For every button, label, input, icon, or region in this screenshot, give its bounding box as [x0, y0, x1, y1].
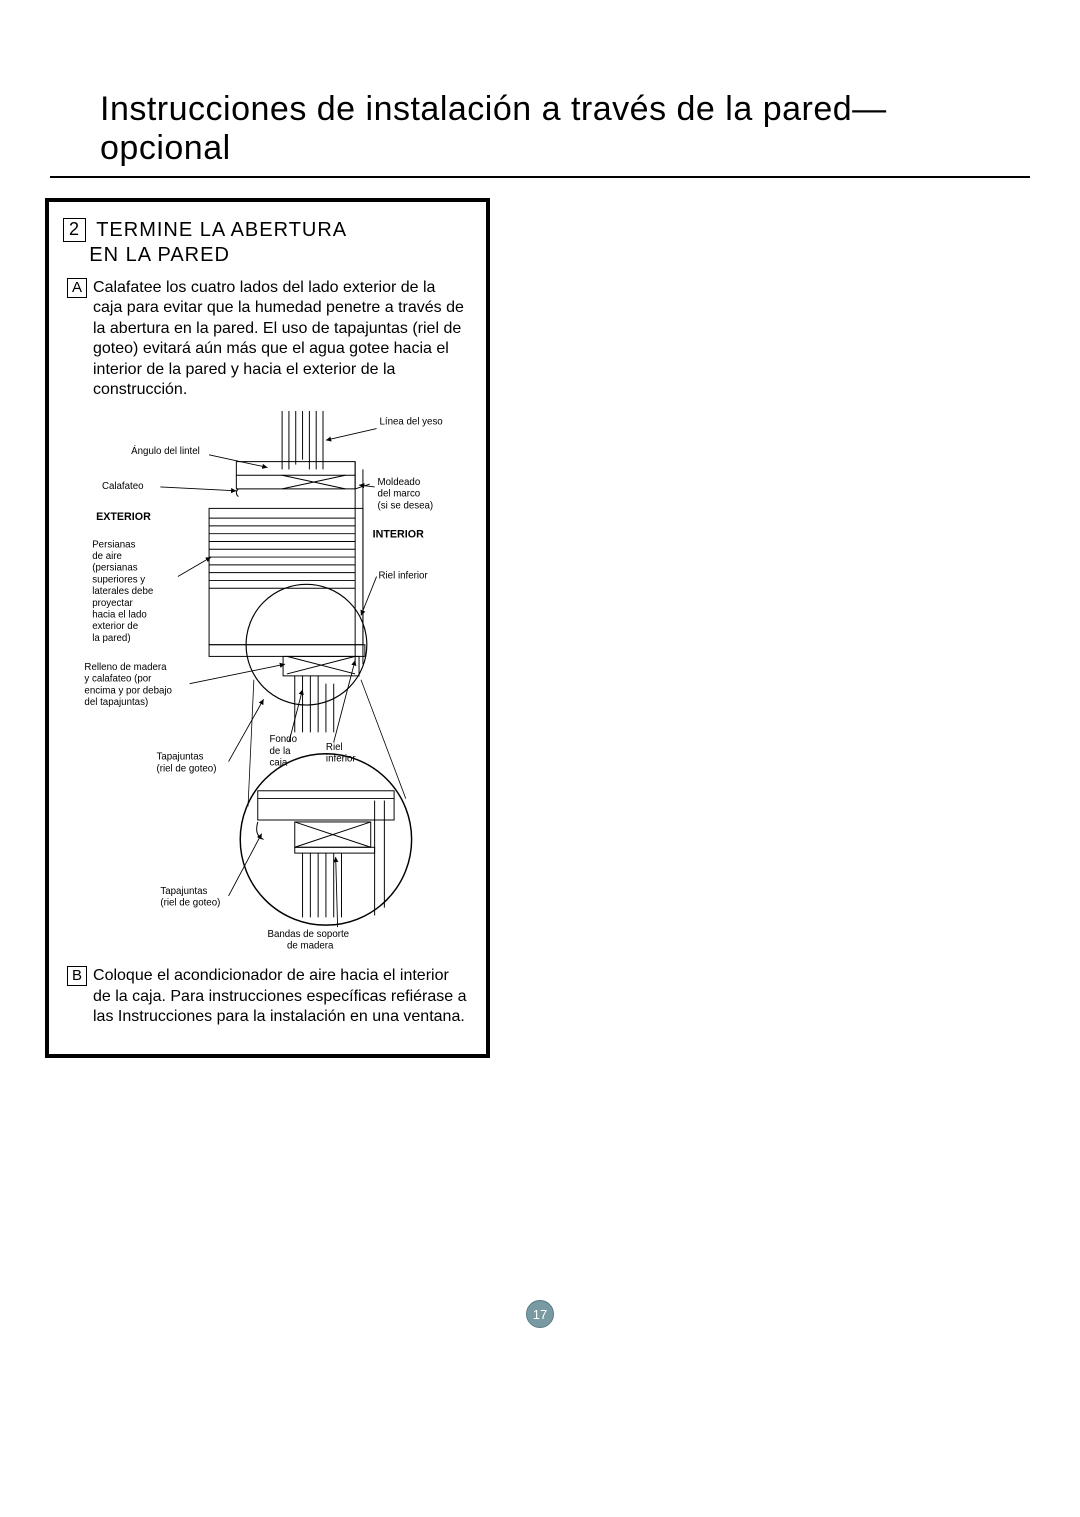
label-linea-yeso: Línea del yeso: [379, 416, 442, 427]
label-fondo-2: de la: [269, 746, 291, 757]
diagram-container: Línea del yeso Ángulo del lintel Calafat…: [63, 411, 472, 956]
label-riel-inferior: Riel inferior: [379, 570, 429, 581]
section-heading: 2 TERMINE LA ABERTURA EN LA PARED: [63, 218, 472, 268]
label-persianas-7: hacia el lado: [92, 609, 147, 620]
page-number-badge: 17: [526, 1300, 554, 1328]
label-persianas-1: Persianas: [92, 539, 135, 550]
item-a-letter: A: [67, 278, 87, 298]
document-page: Instrucciones de instalación a través de…: [0, 0, 1080, 1517]
label-fondo-3: caja: [269, 757, 287, 768]
label-moldeado-3: (si se desea): [378, 500, 434, 511]
label-tapajuntas2b: (riel de goteo): [160, 898, 220, 909]
instruction-panel: 2 TERMINE LA ABERTURA EN LA PARED A Cala…: [45, 198, 490, 1058]
heading-line-2: EN LA PARED: [89, 244, 230, 266]
label-interior: INTERIOR: [373, 528, 424, 540]
label-relleno-4: del tapajuntas): [84, 697, 148, 708]
label-tapajuntas1b: (riel de goteo): [156, 763, 216, 774]
label-persianas-3: (persianas: [92, 563, 138, 574]
label-persianas-8: exterior de: [92, 621, 138, 632]
label-moldeado-1: Moldeado: [378, 477, 421, 488]
step-number-box: 2: [63, 218, 86, 242]
label-persianas-5: laterales debe: [92, 586, 153, 597]
label-bandas-2: de madera: [287, 940, 334, 951]
label-persianas-6: proyectar: [92, 598, 133, 609]
page-title: Instrucciones de instalación a través de…: [50, 0, 1030, 178]
label-bandas-1: Bandas de soporte: [268, 929, 350, 940]
item-a-text: Calafatee los cuatro lados del lado exte…: [93, 278, 468, 401]
item-b-letter: B: [67, 966, 87, 986]
label-persianas-9: la pared): [92, 633, 130, 644]
label-relleno-1: Relleno de madera: [84, 662, 167, 673]
label-riel-inf2b: inferior: [326, 753, 356, 764]
label-fondo-1: Fondo: [269, 734, 297, 745]
label-tapajuntas1a: Tapajuntas: [156, 751, 203, 762]
label-persianas-4: superiores y: [92, 574, 145, 585]
page-number: 17: [526, 1300, 554, 1328]
heading-line-1: TERMINE LA ABERTURA: [96, 219, 347, 241]
installation-diagram: Línea del yeso Ángulo del lintel Calafat…: [63, 411, 472, 956]
label-tapajuntas2a: Tapajuntas: [160, 886, 207, 897]
label-exterior: EXTERIOR: [96, 511, 151, 523]
label-angulo-lintel: Ángulo del lintel: [131, 446, 200, 457]
instruction-item-a: A Calafatee los cuatro lados del lado ex…: [67, 278, 468, 401]
instruction-item-b: B Coloque el acondicionador de aire haci…: [67, 966, 468, 1027]
label-relleno-3: encima y por debajo: [84, 685, 172, 696]
label-relleno-2: y calafateo (por: [84, 674, 152, 685]
item-b-text: Coloque el acondicionador de aire hacia …: [93, 966, 468, 1027]
label-calafateo: Calafateo: [102, 481, 144, 492]
label-persianas-2: de aire: [92, 551, 122, 562]
label-riel-inf2a: Riel: [326, 742, 343, 753]
label-moldeado-2: del marco: [378, 489, 421, 500]
